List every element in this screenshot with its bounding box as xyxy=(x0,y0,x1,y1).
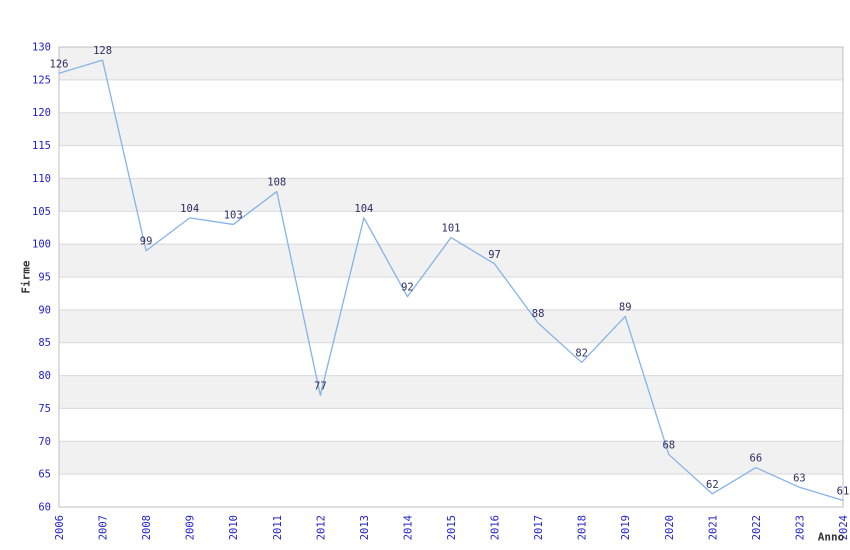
data-label: 99 xyxy=(140,236,153,248)
y-tick-label: 110 xyxy=(32,173,51,185)
grid-band xyxy=(59,178,843,212)
data-label: 101 xyxy=(442,223,461,235)
series-line xyxy=(58,59,844,502)
y-tick-label: 105 xyxy=(32,206,51,218)
y-tick-label: 100 xyxy=(32,239,51,251)
x-tick-label: 2023 xyxy=(794,515,806,540)
y-tick-label: 90 xyxy=(38,304,51,316)
y-tick-label: 130 xyxy=(32,42,51,54)
data-label: 62 xyxy=(706,479,719,491)
y-tick-label: 80 xyxy=(38,370,51,382)
x-tick-label: 2006 xyxy=(54,515,66,540)
y-tick-label: 120 xyxy=(32,107,51,119)
data-label: 104 xyxy=(354,203,373,215)
x-tick-label: 2007 xyxy=(98,515,110,540)
y-tick-label: 95 xyxy=(38,272,51,284)
data-label: 103 xyxy=(224,209,243,221)
data-label: 92 xyxy=(401,282,414,294)
data-label: 77 xyxy=(314,380,327,392)
data-label: 89 xyxy=(619,301,632,313)
y-tick-label: 85 xyxy=(38,337,51,349)
plot-border xyxy=(58,46,844,508)
data-label: 97 xyxy=(488,249,501,261)
x-tick-label: 2016 xyxy=(490,515,502,540)
x-tick-label: 2019 xyxy=(620,515,632,540)
y-tick-label: 70 xyxy=(38,436,51,448)
x-tick-label: 2010 xyxy=(228,515,240,540)
data-label: 128 xyxy=(93,45,112,57)
y-tick-label: 125 xyxy=(32,74,51,86)
data-label: 68 xyxy=(662,439,675,451)
x-tick-label: 2009 xyxy=(185,515,197,540)
x-tick-label: 2013 xyxy=(359,515,371,540)
x-tick-label: 2014 xyxy=(402,515,414,540)
data-label: 88 xyxy=(532,308,545,320)
grid-band xyxy=(59,244,843,277)
data-label: 66 xyxy=(750,453,763,465)
y-tick-label: 60 xyxy=(38,502,51,514)
data-label: 104 xyxy=(180,203,199,215)
grid-band xyxy=(59,441,843,475)
data-label: 126 xyxy=(50,58,69,70)
data-label: 63 xyxy=(793,472,806,484)
y-tick-label: 115 xyxy=(32,140,51,152)
data-label: 82 xyxy=(575,347,588,359)
y-axis-title: Firme xyxy=(19,260,33,294)
data-label: 61 xyxy=(837,485,850,497)
x-tick-label: 2024 xyxy=(838,515,850,540)
x-tick-label: 2017 xyxy=(533,515,545,540)
x-tick-label: 2008 xyxy=(141,515,153,540)
grid-band xyxy=(59,112,843,146)
x-tick-label: 2021 xyxy=(707,515,719,540)
grid-band xyxy=(59,47,843,80)
x-tick-label: 2012 xyxy=(315,515,327,540)
x-axis-title: Anno xyxy=(817,530,845,544)
y-tick-label: 75 xyxy=(38,403,51,415)
y-tick-label: 65 xyxy=(38,469,51,481)
x-tick-label: 2011 xyxy=(272,515,284,540)
x-tick-label: 2022 xyxy=(751,515,763,540)
grid-band xyxy=(59,375,843,409)
x-tick-label: 2015 xyxy=(446,515,458,540)
grid-band xyxy=(59,309,843,343)
x-tick-label: 2018 xyxy=(577,515,589,540)
x-tick-label: 2020 xyxy=(664,515,676,540)
data-label: 108 xyxy=(267,177,286,189)
